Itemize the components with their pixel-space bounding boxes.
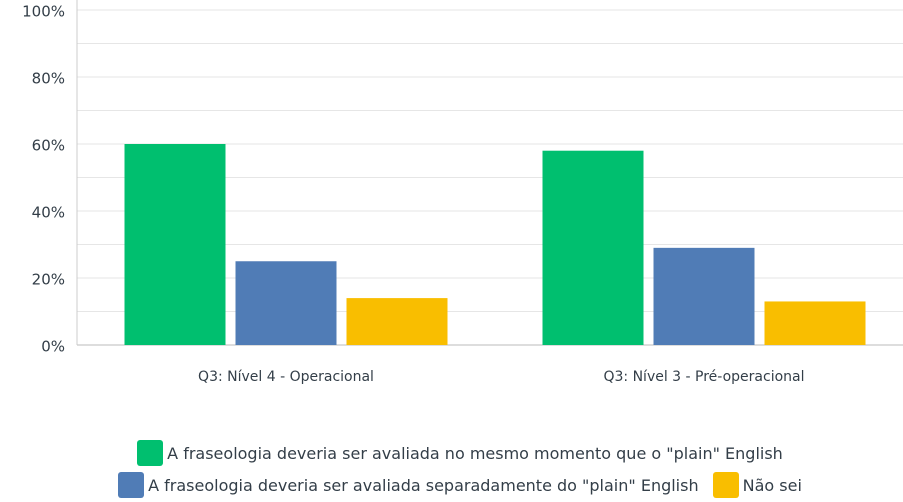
legend-label: A fraseologia deveria ser avaliada no me…	[167, 443, 783, 463]
chart: 0% 20% 40% 60% 80% 100% Q3: Nível 4 - Operacio…	[22, 0, 903, 385]
bar	[542, 150, 644, 345]
bar	[653, 247, 755, 345]
legend-label: Não sei	[742, 475, 802, 495]
y-tick-label: 60%	[32, 137, 65, 155]
legend-item: A fraseologia deveria ser avaliada separ…	[118, 472, 699, 498]
bar	[346, 298, 448, 345]
x-tick-label: Q3: Nível 3 - Pré-operacional	[603, 369, 804, 385]
bar	[235, 261, 337, 345]
legend-label: A fraseologia deveria ser avaliada separ…	[148, 475, 699, 495]
bar	[764, 301, 866, 345]
y-tick-label: 40%	[32, 204, 65, 222]
y-tick-label: 100%	[22, 3, 65, 21]
y-tick-label: 80%	[32, 70, 65, 88]
legend-item: Não sei	[712, 472, 802, 498]
legend: A fraseologia deveria ser avaliada no me…	[40, 440, 880, 498]
y-tick-label: 20%	[32, 271, 65, 289]
x-tick-label: Q3: Nível 4 - Operacional	[198, 369, 374, 385]
y-tick-label: 0%	[41, 338, 65, 356]
legend-swatch	[118, 472, 145, 498]
legend-swatch	[712, 472, 739, 498]
legend-item: A fraseologia deveria ser avaliada no me…	[137, 440, 783, 466]
legend-swatch	[137, 440, 164, 466]
bar	[124, 144, 226, 345]
